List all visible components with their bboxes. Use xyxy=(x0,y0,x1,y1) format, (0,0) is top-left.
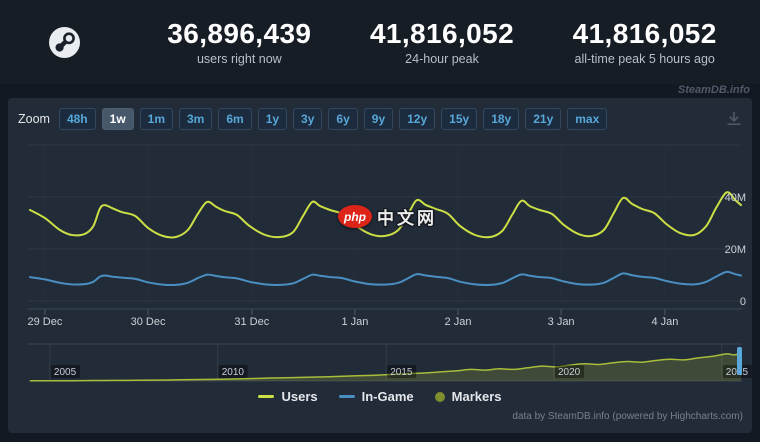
stat-label: all-time peak 5 hours ago xyxy=(574,51,715,66)
zoom-toolbar: Zoom 48h 1w 1m 3m 6m 1y 3y 6y 9y 12y 15y 18y 21y max xyxy=(18,107,744,131)
steamdb-watermark: SteamDB.info xyxy=(677,84,750,96)
navigator-year-label: 2020 xyxy=(558,367,581,378)
steam-concurrent-users-chart[interactable]: 40M 20M 0 29 Dec 30 Dec 31 Dec 1 Jan 2 Jan 3 Jan… xyxy=(8,138,752,388)
range-button-max[interactable]: max xyxy=(567,108,608,130)
stat-label: users right now xyxy=(196,51,282,66)
navigator-year-label: 2015 xyxy=(390,367,413,378)
range-button-21y[interactable]: 21y xyxy=(525,108,562,130)
header: 36,896,439 users right now 41,816,052 24-ho… xyxy=(0,0,760,84)
range-button-18y[interactable]: 18y xyxy=(483,108,520,130)
range-button-6m[interactable]: 6m xyxy=(218,108,252,130)
y-axis-labels: 40M 20M 0 xyxy=(725,192,746,308)
legend-line-icon xyxy=(258,395,275,398)
range-button-1m[interactable]: 1m xyxy=(139,108,173,130)
x-axis-label: 3 Jan xyxy=(548,316,575,328)
x-axis-ticks xyxy=(44,309,666,315)
zoom-label: Zoom xyxy=(18,112,50,126)
stat-1: 41,816,052 24-hour peak xyxy=(341,17,544,66)
header-stats: 36,896,439 users right now 41,816,052 24-ho… xyxy=(138,17,746,66)
legend-label: In-Game xyxy=(361,389,414,404)
ingame-series-line xyxy=(29,270,742,287)
legend-label: Users xyxy=(281,389,318,404)
range-button-3m[interactable]: 3m xyxy=(179,108,213,130)
x-axis-label: 31 Dec xyxy=(234,316,269,328)
y-axis-label: 20M xyxy=(725,244,746,256)
chart-panel: Zoom 48h 1w 1m 3m 6m 1y 3y 6y 9y 12y 15y 18y 21y max … xyxy=(8,98,752,433)
navigator-handle[interactable] xyxy=(737,347,742,375)
x-axis-labels: 29 Dec 30 Dec 31 Dec 1 Jan 2 Jan 3 Jan 4 Jan xyxy=(28,316,679,328)
legend-item-in-game[interactable]: In-Game xyxy=(338,389,414,404)
range-buttons: 48h 1w 1m 3m 6m 1y 3y 6y 9y 12y 15y 18y 21y max xyxy=(58,108,608,130)
legend-item-users[interactable]: Users xyxy=(258,389,318,404)
x-axis-label: 29 Dec xyxy=(28,316,63,328)
php-watermark: php 中文网 xyxy=(338,204,437,229)
stat-0: 36,896,439 users right now xyxy=(138,17,341,66)
stat-2: 41,816,052 all-time peak 5 hours ago xyxy=(543,17,746,66)
stat-value: 36,896,439 xyxy=(167,17,312,49)
stat-value: 41,816,052 xyxy=(369,17,515,49)
chart-legend: Users In-Game Markers xyxy=(8,389,752,404)
range-button-1w[interactable]: 1w xyxy=(101,108,134,130)
legend-line-icon xyxy=(338,395,355,398)
users-series-line xyxy=(29,191,742,239)
navigator-year-label: 2005 xyxy=(54,367,77,378)
navigator-area xyxy=(30,353,741,381)
php-watermark-text: 中文网 xyxy=(377,209,437,228)
range-button-12y[interactable]: 12y xyxy=(399,108,436,130)
legend-label: Markers xyxy=(451,389,502,404)
stat-value: 41,816,052 xyxy=(572,17,717,49)
range-button-3y[interactable]: 3y xyxy=(293,108,323,130)
navigator[interactable]: 2005 2010 2015 2020 2025 xyxy=(28,343,752,382)
range-button-6y[interactable]: 6y xyxy=(328,108,358,130)
navigator-year-label: 2010 xyxy=(222,367,245,378)
download-icon[interactable] xyxy=(724,109,744,129)
range-button-1y[interactable]: 1y xyxy=(257,108,288,130)
range-button-15y[interactable]: 15y xyxy=(441,108,478,130)
navigator-line xyxy=(29,352,742,382)
chart-credit: data by SteamDB.info (powered by Highcha… xyxy=(512,411,743,422)
y-axis-label: 40M xyxy=(725,192,746,204)
x-axis-label: 30 Dec xyxy=(131,316,166,328)
legend-item-markers[interactable]: Markers xyxy=(434,389,502,404)
range-button-9y[interactable]: 9y xyxy=(363,108,394,130)
x-axis-label: 2 Jan xyxy=(445,316,472,328)
php-logo-badge: php xyxy=(338,205,372,228)
steam-logo-icon xyxy=(49,26,80,58)
x-axis-label: 4 Jan xyxy=(651,316,678,328)
x-axis-label: 1 Jan xyxy=(341,316,368,328)
range-button-48h[interactable]: 48h xyxy=(58,108,96,130)
legend-marker-icon xyxy=(434,391,445,402)
y-axis-label: 0 xyxy=(740,296,746,308)
stat-label: 24-hour peak xyxy=(405,51,479,66)
